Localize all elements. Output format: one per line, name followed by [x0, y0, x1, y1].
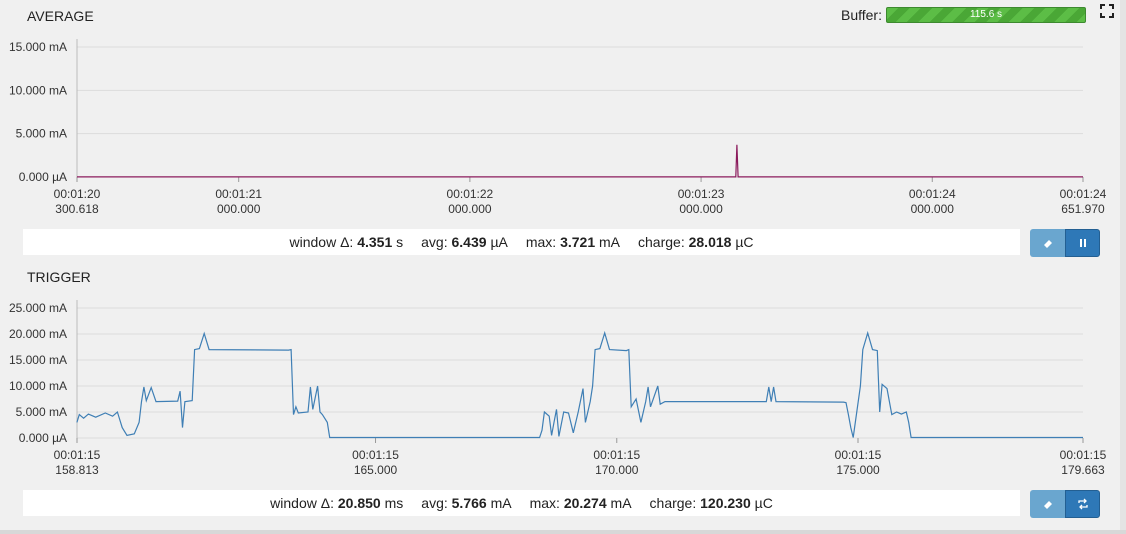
- average-button-group: [1030, 229, 1100, 257]
- series-line: [76, 330, 1083, 439]
- avg-stat: avg: 5.766 mA: [421, 495, 512, 511]
- trigger-panel-title: TRIGGER: [27, 269, 91, 285]
- buffer-indicator: Buffer: 115.6 s: [841, 6, 1086, 24]
- x-tick-label: 170.000: [595, 463, 639, 477]
- y-tick-label: 0.000 µA: [19, 431, 67, 445]
- clear-selection-button[interactable]: [1030, 229, 1065, 257]
- x-tick-label: 00:01:22: [447, 187, 494, 201]
- scrollbar-track[interactable]: [1120, 0, 1126, 534]
- trigger-chart[interactable]: 0.000 µA 5.000 mA 10.000 mA 15.000 mA 20.000…: [0, 290, 1120, 480]
- y-tick-label: 15.000 mA: [9, 353, 67, 367]
- y-tick-label: 5.000 mA: [16, 127, 67, 141]
- trigger-stats-bar: window Δ: 20.850 ms avg: 5.766 mA max: 2…: [23, 490, 1020, 516]
- x-tick-label: 000.000: [217, 202, 261, 216]
- x-tick-label: 00:01:24: [909, 187, 956, 201]
- clear-selection-button[interactable]: [1030, 490, 1065, 518]
- y-tick-label: 25.000 mA: [9, 301, 67, 315]
- x-tick-label: 00:01:20: [54, 187, 101, 201]
- x-tick-label: 00:01:23: [678, 187, 725, 201]
- eraser-icon: [1043, 240, 1052, 248]
- x-tick-label: 179.663: [1061, 463, 1105, 477]
- max-stat: max: 3.721 mA: [525, 234, 621, 250]
- x-tick-label: 000.000: [911, 202, 955, 216]
- series-line: [77, 144, 1083, 178]
- average-stats-bar: window Δ: 4.351 s avg: 6.439 µA max: 3.7…: [23, 229, 1020, 255]
- charge-stat: charge: 120.230 µC: [649, 495, 773, 511]
- charge-stat: charge: 28.018 µC: [638, 234, 754, 250]
- eraser-icon: [1043, 501, 1052, 509]
- average-panel-title: AVERAGE: [27, 8, 94, 24]
- y-tick-label: 10.000 mA: [9, 379, 67, 393]
- repeat-icon: [1077, 498, 1088, 510]
- buffer-progress-bar: 115.6 s: [886, 7, 1086, 23]
- max-stat: max: 20.274 mA: [529, 495, 632, 511]
- pause-icon: [1079, 239, 1086, 247]
- y-tick-label: 10.000 mA: [9, 83, 67, 97]
- y-tick-label: 5.000 mA: [16, 405, 67, 419]
- x-tick-label: 00:01:15: [593, 448, 640, 462]
- x-tick-label: 00:01:15: [352, 448, 399, 462]
- y-tick-label: 20.000 mA: [9, 327, 67, 341]
- pause-button[interactable]: [1065, 229, 1100, 257]
- x-tick-label: 00:01:15: [1060, 448, 1107, 462]
- x-tick-label: 00:01:21: [215, 187, 262, 201]
- fullscreen-icon[interactable]: [1099, 3, 1115, 19]
- x-tick-label: 000.000: [448, 202, 492, 216]
- x-tick-label: 00:01:24: [1060, 187, 1107, 201]
- window-delta-stat: window Δ: 4.351 s: [289, 234, 404, 250]
- x-tick-label: 165.000: [354, 463, 398, 477]
- window-delta-stat: window Δ: 20.850 ms: [270, 495, 404, 511]
- x-tick-label: 00:01:15: [54, 448, 101, 462]
- x-tick-label: 300.618: [55, 202, 99, 216]
- y-tick-label: 15.000 mA: [9, 40, 67, 54]
- x-tick-label: 651.970: [1061, 202, 1105, 216]
- y-tick-label: 0.000 µA: [19, 170, 67, 184]
- x-tick-label: 158.813: [55, 463, 99, 477]
- bottom-divider: [0, 530, 1126, 534]
- buffer-label: Buffer:: [841, 7, 882, 23]
- trigger-button-group: [1030, 490, 1100, 518]
- repeat-trigger-button[interactable]: [1065, 490, 1100, 518]
- average-chart[interactable]: 0.000 µA 5.000 mA 10.000 mA 15.000 mA 00:01:…: [0, 30, 1120, 220]
- x-tick-label: 000.000: [679, 202, 723, 216]
- x-tick-label: 175.000: [836, 463, 880, 477]
- avg-stat: avg: 6.439 µA: [421, 234, 508, 250]
- x-tick-label: 00:01:15: [835, 448, 882, 462]
